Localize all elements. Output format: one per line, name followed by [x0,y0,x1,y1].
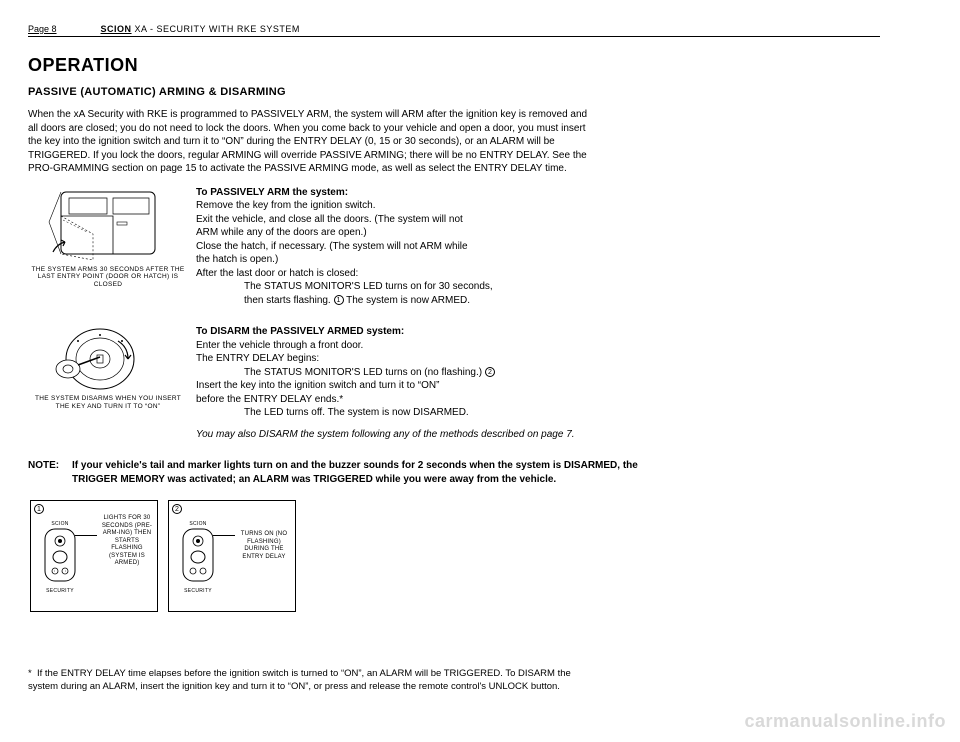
arm-section: THE SYSTEM ARMS 30 SECONDS AFTER THE LAS… [28,186,880,308]
arm-line: After the last door or hatch is closed: [196,267,880,281]
disarm-heading: To DISARM the PASSIVELY ARMED system: [196,325,880,339]
header-title: SCION XA - SECURITY WITH RKE SYSTEM [101,24,300,34]
key-fob: SCION SECURITY [177,521,219,594]
disarm-line-indent: The LED turns off. The system is now DIS… [244,406,880,420]
disarm-line: The ENTRY DELAY begins: [196,352,880,366]
key-fob-icon [43,527,77,583]
arm-line: The system is now ARMED. [346,295,470,306]
arm-line: Close the hatch, if necessary. (The syst… [196,240,880,254]
diagram-2-number-icon: 2 [172,504,182,514]
page-number: Page 8 [28,24,57,34]
disarm-line: Insert the key into the ignition switch … [196,379,880,393]
leader-line [213,535,235,536]
footnote: * If the ENTRY DELAY time elapses before… [28,668,588,694]
arm-text: To PASSIVELY ARM the system: Remove the … [188,186,880,308]
leader-line [75,535,97,536]
spacer [196,420,880,428]
arm-line-indent: then starts flashing. 1 The system is no… [244,294,880,308]
fob-label-bottom: SECURITY [39,588,81,594]
arm-heading: To PASSIVELY ARM the system: [196,186,880,200]
arm-line: then starts flashing. [244,295,331,306]
intro-paragraph: When the xA Security with RKE is program… [28,108,588,176]
disarm-line-indent: The STATUS MONITOR'S LED turns on (no fl… [244,366,880,380]
diagram-1: 1 SCION SECURITY LIGHTS FOR 30 SECONDS (… [30,500,158,612]
arm-line: Exit the vehicle, and close all the door… [196,213,880,227]
key-fob-icon [181,527,215,583]
note-label: NOTE: [28,459,72,486]
diagram-row: 1 SCION SECURITY LIGHTS FOR 30 SECONDS (… [30,500,880,612]
diagram-2: 2 SCION SECURITY TURNS ON (NO FLASHING) … [168,500,296,612]
arm-line: Remove the key from the ignition switch. [196,199,880,213]
car-door-icon [43,186,173,264]
arm-caption: THE SYSTEM ARMS 30 SECONDS AFTER THE LAS… [28,266,188,289]
page-title: OPERATION [28,55,880,76]
diagram-1-number-icon: 1 [34,504,44,514]
disarm-note: You may also DISARM the system following… [196,428,880,442]
key-fob: SCION SECURITY [39,521,81,594]
disarm-section: THE SYSTEM DISARMS WHEN YOU INSERT THE K… [28,325,880,441]
header-model: XA - SECURITY WITH RKE SYSTEM [132,24,300,34]
ignition-key-icon [48,325,168,393]
disarm-line: Enter the vehicle through a front door. [196,339,880,353]
note-text: If your vehicle's tail and marker lights… [72,459,648,486]
disarm-line: before the ENTRY DELAY ends.* [196,393,880,407]
disarm-illustration: THE SYSTEM DISARMS WHEN YOU INSERT THE K… [28,325,188,411]
arm-line: ARM while any of the doors are open.) [196,226,880,240]
watermark: carmanualsonline.info [744,711,946,732]
note-block: NOTE: If your vehicle's tail and marker … [28,459,648,486]
arm-line: the hatch is open.) [196,253,880,267]
header-brand: SCION [101,24,132,34]
fob-label-bottom: SECURITY [177,588,219,594]
disarm-caption: THE SYSTEM DISARMS WHEN YOU INSERT THE K… [28,395,188,411]
section-subtitle: PASSIVE (AUTOMATIC) ARMING & DISARMING [28,86,880,98]
diagram-1-text: LIGHTS FOR 30 SECONDS (PRE-ARM-ING) THEN… [99,515,155,568]
ref-1-icon: 1 [334,295,344,305]
diagram-2-text: TURNS ON (NO FLASHING) DURING THE ENTRY … [237,531,291,561]
disarm-text: To DISARM the PASSIVELY ARMED system: En… [188,325,880,441]
arm-line: The STATUS MONITOR'S LED turns on for 30… [244,281,493,292]
ref-2-icon: 2 [485,367,495,377]
disarm-note-text: You may also DISARM the system following… [196,429,575,440]
arm-illustration: THE SYSTEM ARMS 30 SECONDS AFTER THE LAS… [28,186,188,289]
arm-line-indent: The STATUS MONITOR'S LED turns on for 30… [244,280,880,294]
page: Page 8 SCION XA - SECURITY WITH RKE SYST… [0,0,960,742]
disarm-line: The STATUS MONITOR'S LED turns on (no fl… [244,367,482,378]
page-header: Page 8 SCION XA - SECURITY WITH RKE SYST… [28,24,880,37]
